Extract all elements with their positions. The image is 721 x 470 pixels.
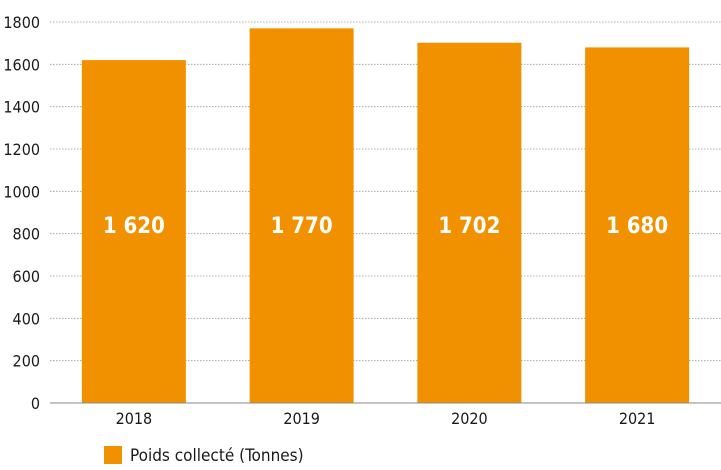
y-tick-label: 1600 bbox=[3, 55, 40, 74]
bar bbox=[585, 47, 690, 404]
legend: Poids collecté (Tonnes) bbox=[104, 446, 304, 466]
bar-value-label: 1 702 bbox=[438, 214, 500, 239]
y-tick-label: 0 bbox=[31, 394, 40, 413]
x-tick-label: 2018 bbox=[116, 409, 153, 428]
x-axis-ticks: 2018 2019 2020 2021 bbox=[116, 409, 656, 428]
bars: 1 620 1 770 1 702 1 680 bbox=[81, 28, 690, 404]
bar bbox=[417, 42, 522, 403]
bar bbox=[249, 28, 354, 403]
bar-value-label: 1 620 bbox=[103, 214, 165, 239]
legend-label: Poids collecté (Tonnes) bbox=[130, 446, 304, 466]
y-tick-label: 1400 bbox=[3, 98, 40, 117]
bar bbox=[81, 60, 186, 403]
x-tick-label: 2021 bbox=[619, 409, 656, 428]
y-axis-ticks: 0 200 400 600 800 1000 1200 1400 1600 1800 bbox=[3, 13, 40, 413]
y-tick-label: 600 bbox=[13, 267, 40, 286]
y-tick-label: 1800 bbox=[3, 13, 40, 32]
y-tick-label: 400 bbox=[13, 309, 40, 328]
y-tick-label: 1200 bbox=[3, 140, 40, 159]
y-tick-label: 200 bbox=[13, 352, 40, 371]
x-tick-label: 2019 bbox=[283, 409, 320, 428]
bar-value-label: 1 770 bbox=[271, 214, 333, 239]
legend-swatch bbox=[104, 446, 122, 464]
y-tick-label: 800 bbox=[13, 225, 40, 244]
bar-value-label: 1 680 bbox=[606, 214, 668, 239]
x-tick-label: 2020 bbox=[451, 409, 488, 428]
y-tick-label: 1000 bbox=[3, 182, 40, 201]
